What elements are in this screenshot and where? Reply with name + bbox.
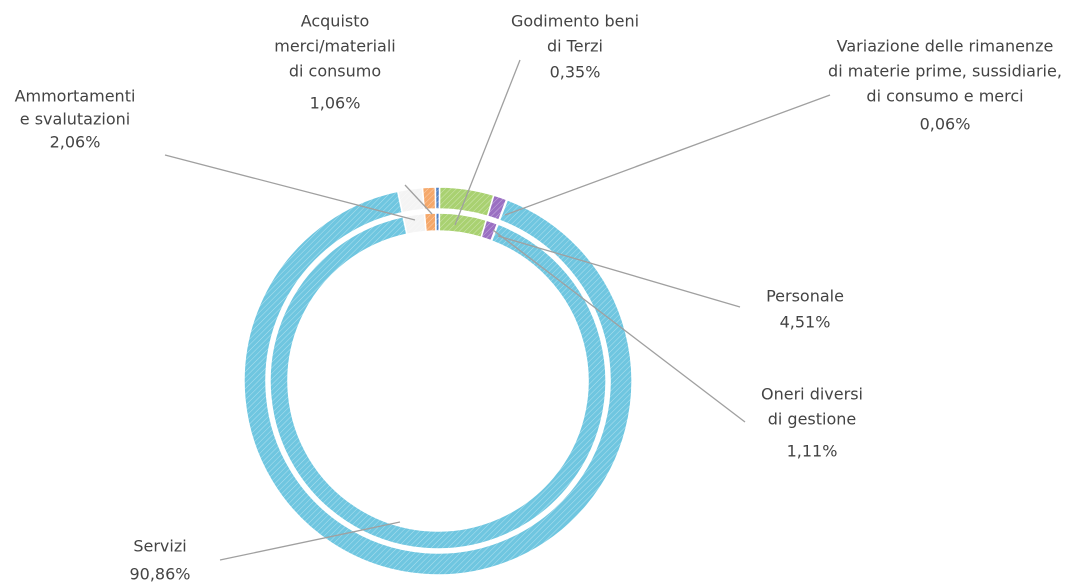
slice-label: di consumo (289, 62, 381, 81)
slice-label: di gestione (768, 410, 857, 429)
value-label: 90,86% (129, 565, 190, 584)
slice-label: e svalutazioni (20, 110, 130, 129)
slice-label: di consumo e merci (866, 87, 1023, 106)
slice-label: di materie prime, sussidiarie, (828, 62, 1062, 81)
slice-label: Oneri diversi (761, 385, 863, 404)
value-label: 4,51% (780, 313, 831, 332)
donut-slice (438, 212, 488, 239)
donut-slice (269, 215, 607, 550)
slice-label: Godimento beni (511, 12, 639, 31)
leader-line (492, 229, 746, 423)
donut-slice (243, 190, 633, 576)
value-label: 2,06% (50, 133, 101, 152)
leader-line (497, 235, 741, 308)
leader-line (219, 521, 401, 561)
value-label: 1,06% (310, 94, 361, 113)
leader-line (164, 154, 416, 221)
slice-label: di Terzi (547, 37, 603, 56)
leader-line (454, 59, 521, 226)
slice-label: Acquisto (301, 12, 370, 31)
donut-slice (423, 212, 437, 233)
value-label: 1,11% (787, 442, 838, 461)
slice-label: Servizi (133, 537, 186, 556)
leader-line (504, 94, 831, 216)
donut-slice (438, 186, 495, 218)
slice-label: Ammortamenti (15, 87, 136, 106)
slice-label: Variazione delle rimanenze (837, 37, 1054, 56)
slice-label: Personale (766, 287, 844, 306)
value-label: 0,35% (550, 63, 601, 82)
value-label: 0,06% (920, 115, 971, 134)
leader-line (404, 184, 433, 215)
slice-label: merci/materiali (274, 37, 396, 56)
